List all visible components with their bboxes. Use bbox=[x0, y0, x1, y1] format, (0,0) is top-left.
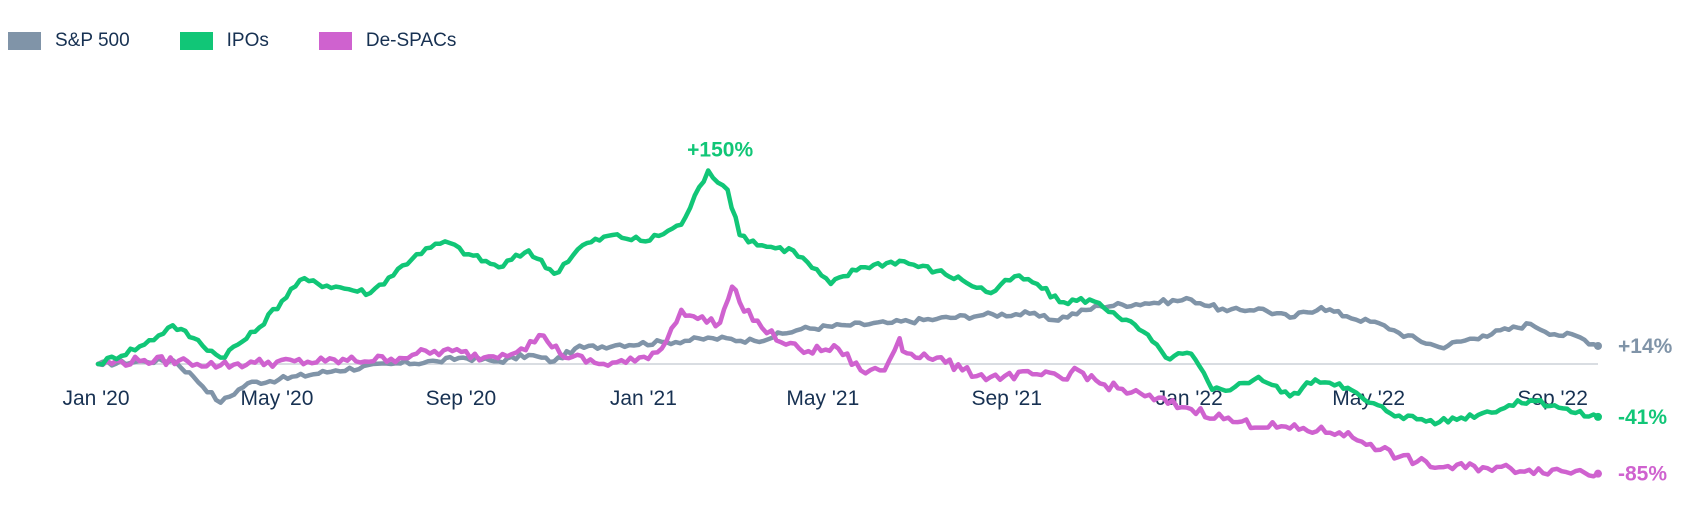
x-tick-label: Sep '22 bbox=[1517, 387, 1588, 410]
legend: S&P 500 IPOs De-SPACs bbox=[8, 30, 506, 52]
x-tick-label: May '21 bbox=[786, 387, 859, 410]
series-end-dot-s-p-500 bbox=[1594, 341, 1602, 350]
legend-label-ipos: IPOs bbox=[226, 30, 269, 51]
legend-swatch-ipos bbox=[179, 32, 213, 50]
x-tick-label: Jan '20 bbox=[62, 387, 129, 410]
legend-swatch-sp500 bbox=[8, 32, 41, 50]
legend-item-ipos[interactable]: IPOs bbox=[179, 30, 269, 52]
series-line-de-spacs bbox=[95, 284, 1601, 479]
x-tick-label: May '20 bbox=[241, 387, 314, 410]
x-tick-label: Sep '21 bbox=[971, 387, 1042, 410]
series-line-s-p-500 bbox=[95, 295, 1601, 405]
x-tick-label: Jan '21 bbox=[610, 387, 677, 410]
series-end-dot-ipos bbox=[1594, 412, 1602, 421]
series-line-ipos bbox=[95, 168, 1601, 427]
end-label-de-spacs: -85% bbox=[1618, 463, 1667, 486]
end-label-s-p-500: +14% bbox=[1618, 335, 1673, 358]
legend-label-despacs: De-SPACs bbox=[365, 30, 457, 51]
x-tick-label: Sep '20 bbox=[426, 387, 497, 410]
legend-item-despacs[interactable]: De-SPACs bbox=[318, 30, 457, 52]
peak-annotation: +150% bbox=[687, 139, 753, 162]
legend-swatch-despacs bbox=[318, 32, 352, 50]
legend-label-sp500: S&P 500 bbox=[55, 30, 130, 51]
series-end-dot-de-spacs bbox=[1594, 469, 1602, 478]
end-label-ipos: -41% bbox=[1618, 406, 1667, 429]
x-tick-label: Jan '22 bbox=[1156, 387, 1223, 410]
x-tick-label: May '22 bbox=[1332, 387, 1405, 410]
legend-item-sp500[interactable]: S&P 500 bbox=[8, 30, 130, 52]
